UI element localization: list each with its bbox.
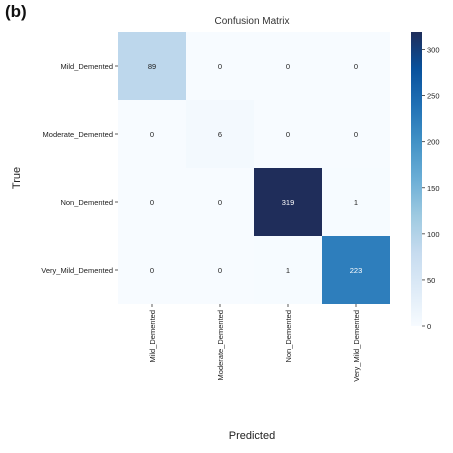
- cell-value-label: 0: [218, 62, 222, 71]
- cell-value-label: 0: [150, 198, 154, 207]
- panel-label: (b): [5, 2, 27, 21]
- colorbar-tick-label: 0: [427, 322, 431, 331]
- cell-value-label: 0: [286, 130, 290, 139]
- cell-value-label: 0: [218, 266, 222, 275]
- heatmap-cells: 89 0 0 0 0 6 0 0 0 0 319 1 0 0 1 223: [118, 32, 390, 304]
- heatmap-cell: [118, 168, 186, 236]
- heatmap-cell: [186, 100, 254, 168]
- colorbar-ticks: 0 50 100 150 200 250 300: [422, 46, 440, 331]
- colorbar-tick-label: 300: [427, 46, 440, 55]
- colorbar: [411, 32, 422, 326]
- heatmap-cell: [118, 32, 186, 100]
- heatmap-cell: [254, 32, 322, 100]
- cell-value-label: 0: [286, 62, 290, 71]
- colorbar-tick-label: 150: [427, 184, 440, 193]
- x-tick-label: Mild_Demented: [148, 310, 157, 363]
- heatmap-cell: [322, 236, 390, 304]
- y-axis-label: True: [11, 167, 23, 189]
- cell-value-label: 89: [148, 62, 156, 71]
- cell-value-label: 6: [218, 130, 222, 139]
- colorbar-tick-label: 100: [427, 230, 440, 239]
- x-tick-label: Moderate_Demented: [216, 310, 225, 380]
- heatmap-cell: [322, 32, 390, 100]
- heatmap-cell: [322, 168, 390, 236]
- heatmap-cell: [186, 32, 254, 100]
- colorbar-tick-label: 50: [427, 276, 435, 285]
- cell-value-label: 1: [286, 266, 290, 275]
- y-tick-label: Non_Demented: [60, 198, 113, 207]
- x-tick-label: Non_Demented: [284, 310, 293, 363]
- heatmap-cell: [322, 100, 390, 168]
- cell-value-label: 0: [150, 130, 154, 139]
- cell-value-label: 0: [150, 266, 154, 275]
- cell-value-label: 0: [354, 130, 358, 139]
- heatmap-cell: [118, 236, 186, 304]
- cell-value-label: 0: [218, 198, 222, 207]
- y-tick-label: Mild_Demented: [60, 62, 113, 71]
- colorbar-tick-label: 250: [427, 92, 440, 101]
- x-tick-labels: Mild_Demented Moderate_Demented Non_Dement…: [148, 304, 361, 382]
- y-tick-label: Very_Mild_Demented: [41, 266, 113, 275]
- cell-value-label: 223: [350, 266, 363, 275]
- heatmap-cell: [254, 236, 322, 304]
- heatmap-cell: [254, 100, 322, 168]
- heatmap-cell: [118, 100, 186, 168]
- cell-value-label: 1: [354, 198, 358, 207]
- heatmap-cell: [254, 168, 322, 236]
- colorbar-tick-label: 200: [427, 138, 440, 147]
- chart-title: Confusion Matrix: [214, 16, 289, 27]
- cell-value-label: 319: [282, 198, 295, 207]
- heatmap-cell: [186, 168, 254, 236]
- y-tick-labels: Mild_Demented Moderate_Demented Non_Dement…: [41, 62, 118, 275]
- x-axis-label: Predicted: [229, 430, 275, 442]
- x-tick-label: Very_Mild_Demented: [352, 310, 361, 382]
- cell-value-label: 0: [354, 62, 358, 71]
- y-tick-label: Moderate_Demented: [43, 130, 113, 139]
- heatmap-cell: [186, 236, 254, 304]
